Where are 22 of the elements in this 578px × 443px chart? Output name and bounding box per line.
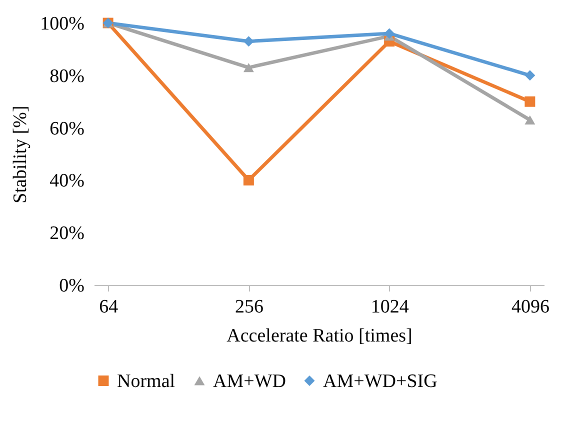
point [524, 115, 536, 124]
x-tick-label: 4096 [511, 296, 550, 318]
point [524, 70, 536, 81]
legend-label: AM+WD+SIG [323, 370, 438, 392]
y-tick-label: 80% [50, 66, 85, 87]
y-tick-label: 0% [59, 276, 85, 296]
x-tick-label: 256 [234, 296, 264, 318]
y-tick-label: 100% [40, 14, 85, 34]
x-tick-label: 1024 [370, 296, 410, 318]
y-tick-label: 40% [50, 170, 85, 192]
point [243, 36, 254, 47]
x-tick-label: 64 [99, 296, 119, 318]
point [384, 28, 395, 39]
legend-label: AM+WD [213, 370, 286, 392]
x-axis-title: Accelerate Ratio [times] [226, 326, 412, 346]
legend-label: Normal [117, 370, 176, 392]
y-tick-label: 20% [50, 223, 85, 244]
y-tick-label: 60% [50, 118, 85, 140]
point [243, 63, 254, 72]
point [243, 174, 254, 186]
y-axis-title: Stability [%] [10, 106, 32, 204]
point [524, 96, 536, 107]
